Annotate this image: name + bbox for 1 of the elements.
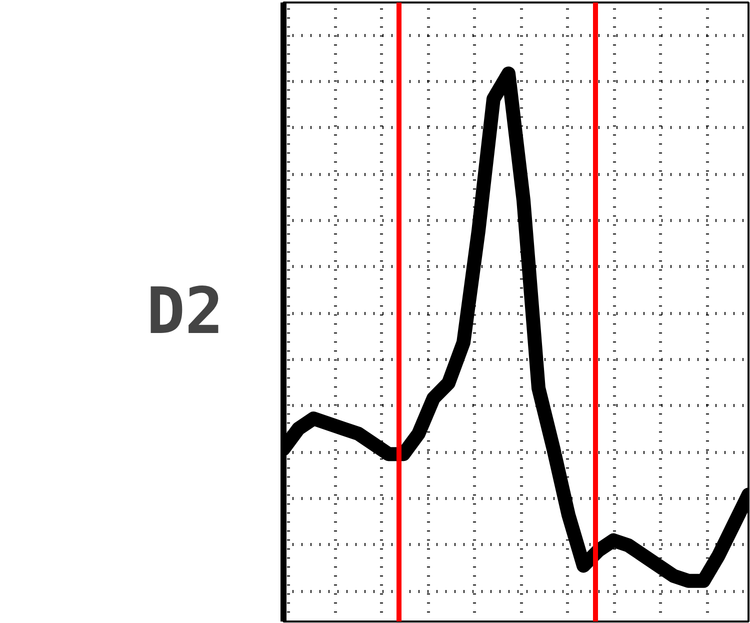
y-axis-title: D2 [146, 275, 224, 349]
